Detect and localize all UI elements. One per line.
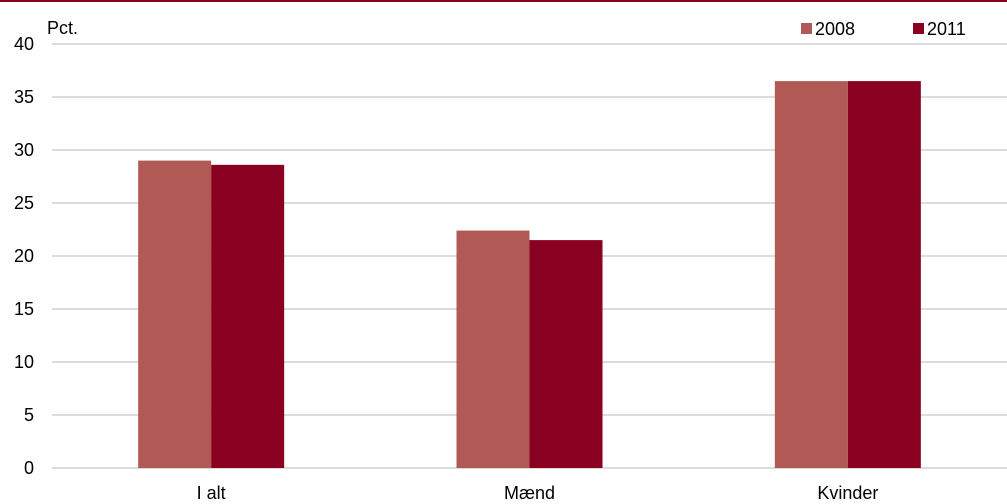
y-tick-label: 20 bbox=[14, 246, 34, 266]
legend-swatch-2011 bbox=[913, 23, 924, 34]
bar-2011-0 bbox=[211, 164, 285, 468]
bar-2008-0 bbox=[138, 160, 212, 468]
x-axis-labels: I alt Mænd Kvinder bbox=[197, 483, 879, 503]
bars bbox=[138, 81, 921, 468]
bar-2008-2 bbox=[774, 81, 848, 468]
legend-swatch-2008 bbox=[801, 23, 812, 34]
y-axis-ticks: 0 5 10 15 20 25 30 35 40 bbox=[14, 34, 34, 478]
bar-2008-1 bbox=[456, 230, 530, 468]
legend: 2008 2011 bbox=[801, 19, 966, 39]
y-tick-label: 35 bbox=[14, 87, 34, 107]
x-tick-label: Mænd bbox=[504, 483, 555, 503]
x-tick-label: Kvinder bbox=[817, 483, 878, 503]
y-tick-label: 15 bbox=[14, 299, 34, 319]
y-tick-label: 30 bbox=[14, 140, 34, 160]
y-tick-label: 5 bbox=[24, 405, 34, 425]
legend-label: 2008 bbox=[815, 19, 855, 39]
x-tick-label: I alt bbox=[197, 483, 226, 503]
bar-2011-1 bbox=[529, 240, 603, 468]
bar-2011-2 bbox=[847, 81, 921, 468]
y-tick-label: 40 bbox=[14, 34, 34, 54]
y-tick-label: 0 bbox=[24, 458, 34, 478]
y-unit-label: Pct. bbox=[47, 18, 78, 38]
y-tick-label: 10 bbox=[14, 352, 34, 372]
legend-label: 2011 bbox=[927, 19, 966, 39]
y-tick-label: 25 bbox=[14, 193, 34, 213]
